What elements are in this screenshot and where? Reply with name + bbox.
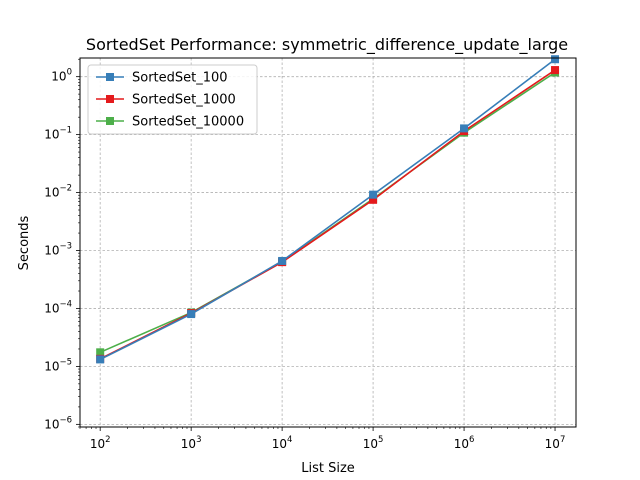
series-line	[99, 58, 556, 361]
legend-label: SortedSet_100	[132, 71, 228, 86]
legend-item: SortedSet_100	[96, 71, 228, 86]
chart-legend: SortedSet_100 SortedSet_1000 SortedSet_100…	[87, 64, 258, 135]
x-tick-label-exponent: 2	[105, 435, 110, 445]
y-tick-label-exponent: −4	[59, 299, 72, 309]
y-tick-label-base: 10	[51, 70, 66, 84]
data-point-marker	[187, 310, 196, 319]
legend-box	[87, 64, 258, 135]
y-tick-label-exponent: −5	[59, 357, 72, 367]
y-tick-label: 10−2	[44, 184, 72, 200]
x-tick-label: 103	[181, 435, 202, 451]
x-tick-label-base: 10	[272, 437, 287, 451]
x-tick-label-base: 10	[454, 437, 469, 451]
x-tick-label-exponent: 7	[560, 435, 565, 445]
plot-area-frame	[79, 57, 577, 428]
legend-item: SortedSet_10000	[96, 115, 244, 130]
data-series	[96, 55, 560, 364]
data-point-marker	[551, 66, 560, 75]
y-tick-label: 10−6	[44, 415, 72, 431]
x-axis-label: List Size	[301, 461, 355, 476]
legend-marker-swatch	[106, 73, 114, 81]
data-point-marker	[278, 256, 287, 265]
data-point-marker	[551, 55, 560, 64]
data-point-marker	[460, 124, 469, 133]
y-tick-label: 10−5	[44, 357, 72, 373]
x-tick-label: 102	[90, 435, 111, 451]
y-tick-label-base: 10	[44, 128, 59, 142]
y-tick-label-exponent: −1	[59, 126, 72, 136]
y-axis-label: Seconds	[17, 215, 32, 270]
legend-label: SortedSet_1000	[132, 93, 236, 108]
y-tick-label: 10−1	[44, 126, 72, 142]
axis-ticks: 102 103 104 105 106 10710−610−510−410−310−210…	[44, 58, 566, 451]
x-tick-label-base: 10	[90, 437, 105, 451]
y-tick-label-exponent: −3	[59, 242, 72, 252]
x-tick-label-exponent: 4	[287, 435, 292, 445]
y-tick-label-exponent: 0	[67, 68, 72, 78]
y-tick-label-base: 10	[44, 417, 59, 431]
y-tick-label: 10−3	[44, 242, 72, 258]
x-tick-label-exponent: 5	[378, 435, 383, 445]
x-tick-label: 107	[545, 435, 566, 451]
x-tick-label-base: 10	[545, 437, 560, 451]
x-tick-label-base: 10	[181, 437, 196, 451]
y-tick-label-base: 10	[44, 244, 59, 258]
data-point-marker	[369, 190, 378, 199]
legend-marker-swatch	[106, 117, 114, 125]
y-tick-label-base: 10	[44, 186, 59, 200]
legend-marker-swatch	[106, 95, 114, 103]
series-SortedSet_100	[96, 55, 560, 364]
x-tick-label-exponent: 3	[196, 435, 201, 445]
data-point-marker	[96, 355, 105, 364]
x-tick-label-base: 10	[363, 437, 378, 451]
legend-item: SortedSet_1000	[96, 93, 236, 108]
y-tick-label-exponent: −6	[59, 415, 72, 425]
x-tick-label: 104	[272, 435, 293, 451]
y-tick-label-base: 10	[44, 359, 59, 373]
x-tick-label: 105	[363, 435, 384, 451]
data-point-marker	[96, 348, 105, 357]
chart-title: SortedSet Performance: symmetric_differe…	[86, 35, 568, 55]
y-tick-label-base: 10	[44, 301, 59, 315]
x-tick-label: 106	[454, 435, 475, 451]
y-tick-label: 100	[51, 68, 72, 84]
data-point-marker	[369, 195, 378, 204]
legend-label: SortedSet_10000	[132, 115, 244, 130]
x-tick-label-exponent: 6	[469, 435, 474, 445]
y-tick-label: 10−4	[44, 299, 72, 315]
y-tick-label-exponent: −2	[59, 184, 72, 194]
